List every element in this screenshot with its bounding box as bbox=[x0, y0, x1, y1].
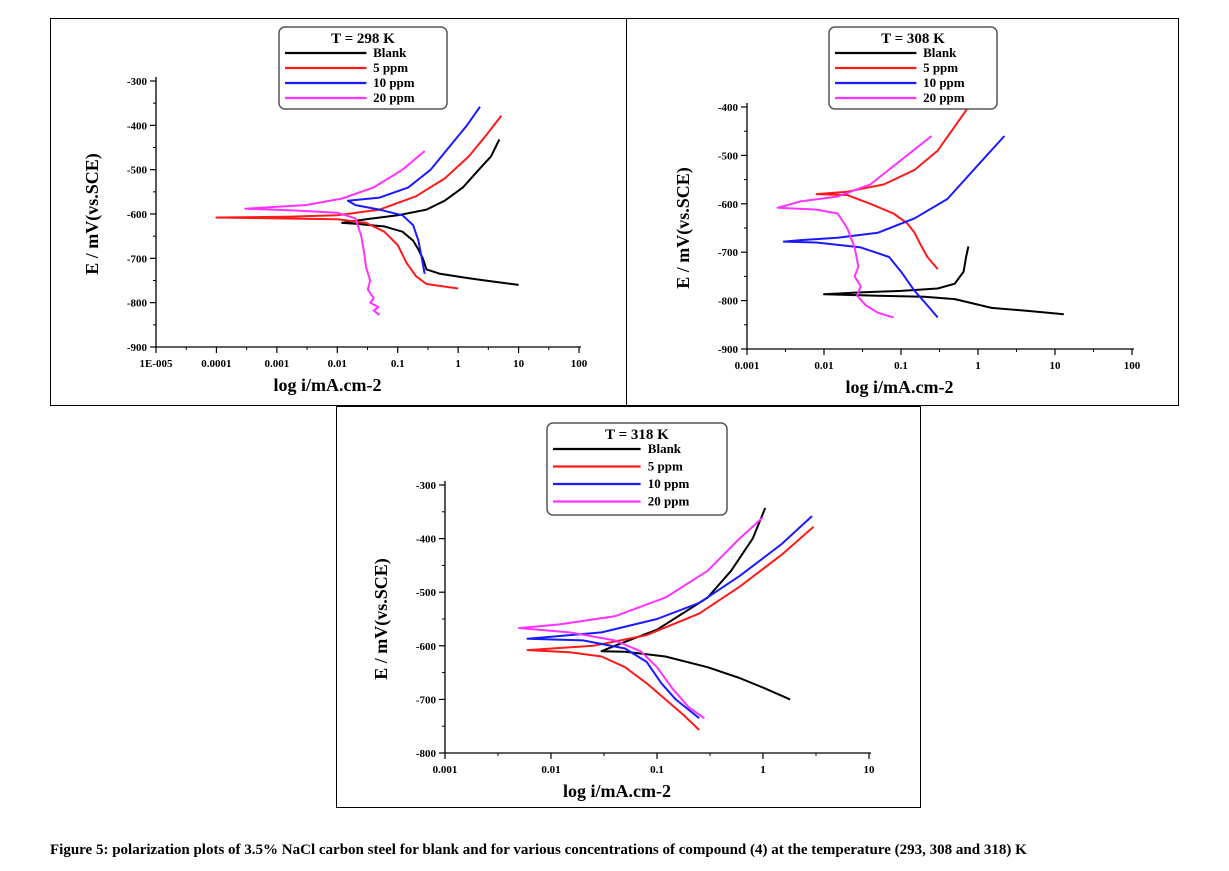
y-tick-label: -800 bbox=[127, 298, 148, 310]
legend-entry: Blank bbox=[648, 441, 682, 456]
y-tick-label: -900 bbox=[127, 342, 148, 354]
y-tick-label: -600 bbox=[416, 641, 437, 653]
series-line-5-ppm bbox=[526, 526, 815, 731]
x-tick-label: 0.01 bbox=[541, 764, 560, 776]
y-tick-label: -700 bbox=[416, 694, 437, 706]
chart-panel-308k: -400 -500 -600 -700 -800 -900 0.001 0.01 0.1 1 10 1… bbox=[626, 18, 1179, 406]
legend-entry: 20 ppm bbox=[923, 90, 965, 105]
legend-entry: 5 ppm bbox=[923, 60, 958, 75]
legend-entry: 5 ppm bbox=[648, 459, 683, 474]
x-tick-label: 1E-005 bbox=[140, 358, 174, 370]
legend-entry: 20 ppm bbox=[648, 494, 690, 509]
legend-entry: 10 ppm bbox=[648, 476, 690, 491]
x-tick-label: 10 bbox=[1050, 360, 1062, 372]
x-axis-label: log i/mA.cm-2 bbox=[563, 781, 671, 801]
legend-entry: Blank bbox=[373, 45, 407, 60]
y-tick-label: -800 bbox=[718, 296, 739, 308]
y-axis-label: E / mV(vs.SCE) bbox=[371, 558, 392, 680]
x-tick-label: 100 bbox=[571, 358, 588, 370]
series-line-blank bbox=[600, 507, 791, 701]
legend-title: T = 298 K bbox=[331, 31, 395, 47]
y-axis-label: E / mV(vs.SCE) bbox=[673, 167, 694, 289]
x-tick-label: 0.001 bbox=[433, 764, 458, 776]
series-line-blank bbox=[341, 139, 519, 286]
y-tick-label: -500 bbox=[416, 587, 437, 599]
y-tick-label: -700 bbox=[127, 253, 148, 265]
x-tick-label: 10 bbox=[513, 358, 525, 370]
legend-box bbox=[546, 422, 728, 516]
legend-entry: 10 ppm bbox=[923, 75, 965, 90]
legend-entry: 20 ppm bbox=[373, 90, 415, 105]
legend-title: T = 308 K bbox=[881, 31, 945, 47]
y-tick-label: -500 bbox=[127, 165, 148, 177]
series-line-blank bbox=[823, 246, 1064, 316]
x-tick-label: 0.001 bbox=[735, 360, 760, 372]
chart-318k: -300 -400 -500 -600 -700 -800 0.001 0.01 0.1 1 10 l… bbox=[371, 422, 876, 801]
y-tick-label: -600 bbox=[718, 199, 739, 211]
x-tick-label: 0.1 bbox=[391, 358, 405, 370]
chart-298k: -300 -400 -500 -600 -700 -800 -900 1E-005 0.0001… bbox=[82, 26, 588, 395]
x-tick-label: 0.01 bbox=[814, 360, 833, 372]
x-tick-label: 1 bbox=[455, 358, 461, 370]
series-line-20-ppm bbox=[244, 150, 426, 316]
series-line-10-ppm bbox=[782, 135, 1006, 319]
legend-entry: 5 ppm bbox=[373, 60, 408, 75]
series-line-10-ppm bbox=[526, 515, 813, 719]
chart-308k: -400 -500 -600 -700 -800 -900 0.001 0.01 0.1 1 10 1… bbox=[673, 26, 1141, 397]
y-tick-label: -600 bbox=[127, 209, 148, 221]
x-tick-label: 0.1 bbox=[650, 764, 664, 776]
x-tick-label: 1 bbox=[760, 764, 766, 776]
series-line-10-ppm bbox=[346, 106, 481, 274]
x-tick-label: 0.001 bbox=[264, 358, 289, 370]
y-tick-label: -400 bbox=[127, 120, 148, 132]
y-tick-label: -300 bbox=[127, 76, 148, 88]
series-line-20-ppm bbox=[776, 135, 933, 319]
y-tick-label: -400 bbox=[416, 534, 437, 546]
legend-entry: 10 ppm bbox=[373, 75, 415, 90]
series-line-5-ppm bbox=[215, 114, 503, 290]
chart-panel-298k: -300 -400 -500 -600 -700 -800 -900 1E-005 0.0001… bbox=[50, 18, 627, 406]
y-tick-label: -700 bbox=[718, 247, 739, 259]
y-tick-label: -400 bbox=[718, 102, 739, 114]
y-tick-label: -900 bbox=[718, 344, 739, 356]
series-line-5-ppm bbox=[815, 106, 970, 270]
x-tick-label: 0.0001 bbox=[201, 358, 231, 370]
series-line-20-ppm bbox=[518, 516, 764, 720]
y-axis-label: E / mV(vs.SCE) bbox=[82, 153, 103, 275]
y-tick-label: -300 bbox=[416, 480, 437, 492]
y-tick-label: -800 bbox=[416, 748, 437, 760]
x-tick-label: 10 bbox=[864, 764, 876, 776]
figure-caption: Figure 5: polarization plots of 3.5% NaC… bbox=[50, 842, 1027, 858]
chart-panel-318k: -300 -400 -500 -600 -700 -800 0.001 0.01 0.1 1 10 l… bbox=[336, 406, 921, 808]
legend-title: T = 318 K bbox=[605, 427, 669, 443]
x-tick-label: 1 bbox=[975, 360, 981, 372]
x-tick-label: 0.1 bbox=[894, 360, 908, 372]
x-tick-label: 0.01 bbox=[328, 358, 347, 370]
x-axis-label: log i/mA.cm-2 bbox=[846, 377, 954, 397]
x-axis-label: log i/mA.cm-2 bbox=[274, 375, 382, 395]
y-tick-label: -500 bbox=[718, 150, 739, 162]
x-tick-label: 100 bbox=[1124, 360, 1141, 372]
legend-entry: Blank bbox=[923, 45, 957, 60]
